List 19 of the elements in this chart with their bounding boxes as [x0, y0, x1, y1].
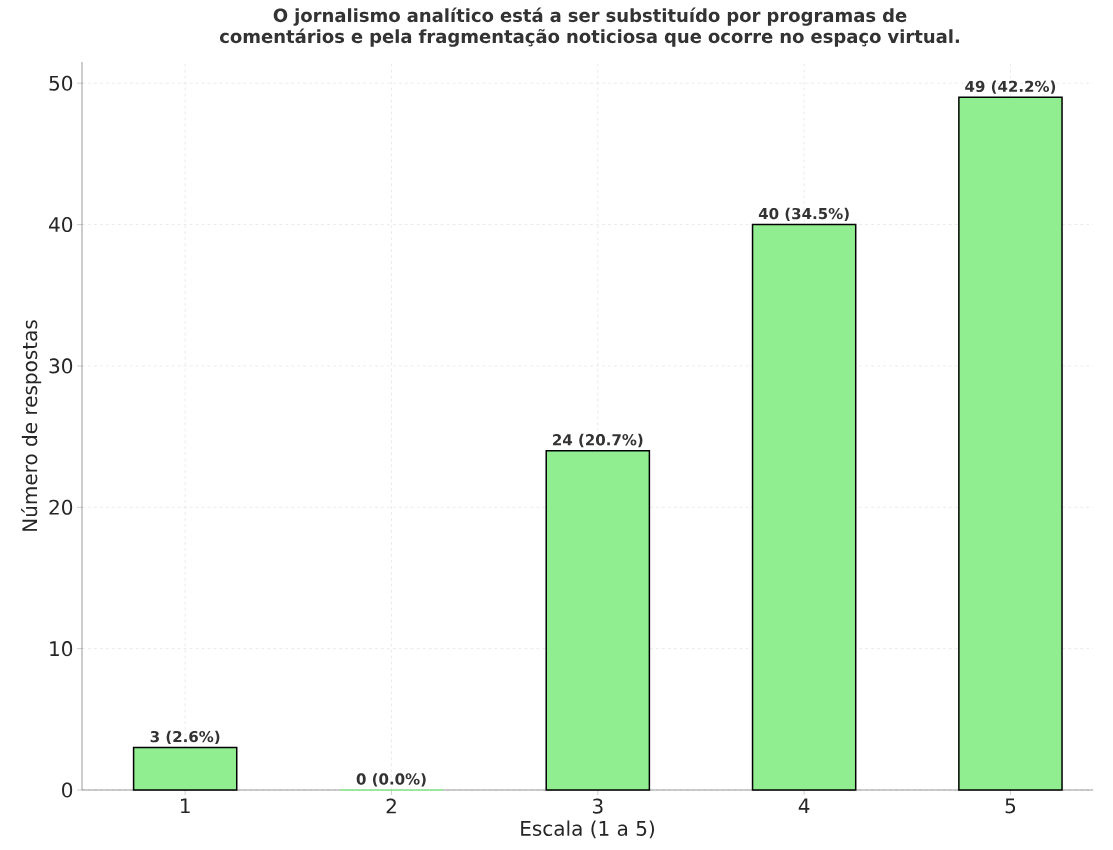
y-tick-label: 50: [49, 75, 73, 91]
y-tick-label: 20: [49, 499, 73, 515]
x-tick-label: 3: [592, 798, 603, 814]
y-axis-title: Número de respostas: [21, 320, 42, 531]
data-label: 49 (42.2%): [965, 80, 1056, 94]
data-label: 24 (20.7%): [553, 433, 643, 448]
x-tick-label: 4: [798, 798, 810, 814]
x-tick-label: 5: [1005, 798, 1016, 814]
x-tick-label: 2: [386, 798, 396, 814]
y-tick-label: 10: [50, 641, 73, 657]
data-label: 0 (0.0%): [356, 773, 426, 787]
data-label: 40 (34.5%): [758, 207, 849, 222]
y-tick-label: 30: [49, 358, 73, 374]
y-tick-label: 0: [62, 782, 73, 798]
x-axis-title: Escala (1 a 5): [521, 820, 655, 839]
chart-title: O jornalismo analítico está a ser substituído por programas de comentários e pela fragmentação noticiosa que ocorre no espaço virtual.: [220, 7, 959, 47]
x-tick-label: 1: [181, 798, 190, 814]
data-label: 3 (2.6%): [150, 730, 220, 745]
y-tick-label: 40: [49, 216, 73, 233]
